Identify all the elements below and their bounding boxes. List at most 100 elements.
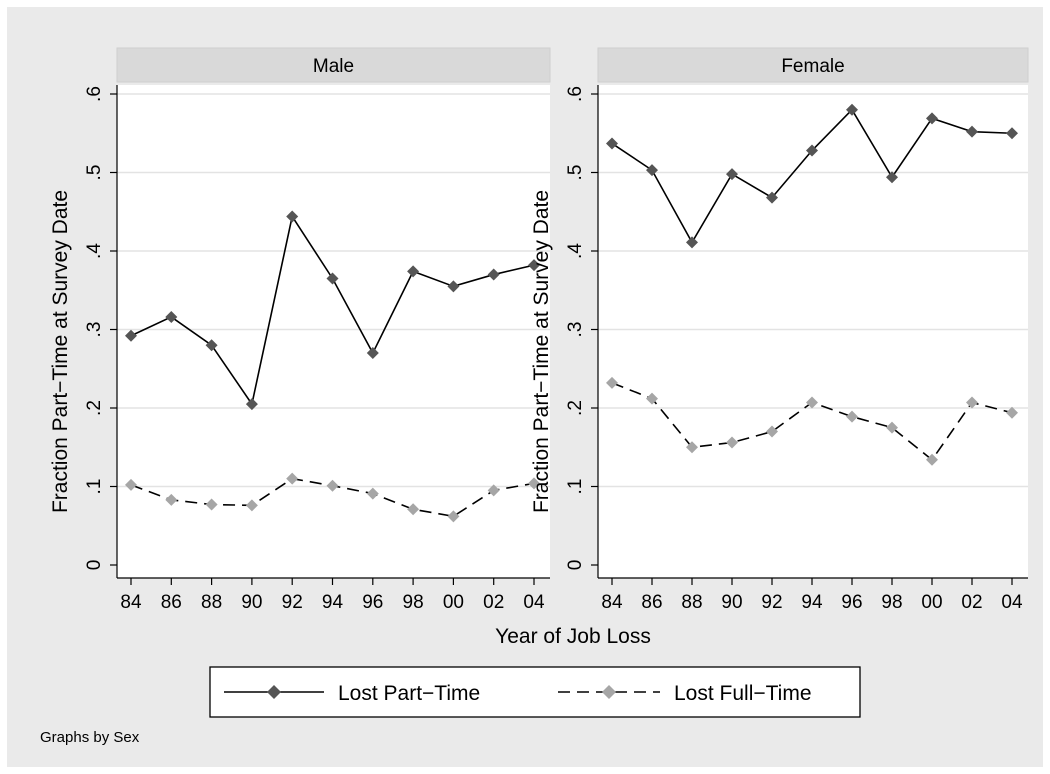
x-tick-label: 94 <box>801 592 823 613</box>
x-tick-label: 92 <box>761 592 782 613</box>
legend-label: Lost Part−Time <box>338 682 480 705</box>
data-point <box>806 396 818 409</box>
x-tick-label: 02 <box>483 592 504 613</box>
data-point <box>245 499 258 512</box>
x-tick-label: 86 <box>641 592 662 613</box>
y-tick-label: 0 <box>84 560 105 571</box>
graphs-by-note: Graphs by Sex <box>40 729 140 746</box>
data-point <box>886 421 898 434</box>
y-tick-label: .4 <box>84 243 105 259</box>
data-point <box>447 280 460 293</box>
data-point <box>125 329 137 342</box>
data-point <box>326 479 339 492</box>
data-point <box>326 272 339 285</box>
panel-strip <box>116 47 551 83</box>
data-point <box>606 376 618 389</box>
data-point <box>245 398 258 411</box>
data-point <box>366 487 379 500</box>
data-point <box>407 503 420 516</box>
data-point <box>205 339 218 352</box>
data-point <box>286 210 299 223</box>
y-tick-label: .4 <box>565 243 586 259</box>
data-point <box>286 472 299 485</box>
data-point <box>926 112 938 125</box>
y-tick-label: .6 <box>84 86 105 102</box>
x-tick-label: 02 <box>961 592 982 613</box>
y-tick-label: 0 <box>565 560 586 571</box>
data-point <box>528 259 540 272</box>
data-point <box>447 510 460 523</box>
x-tick-label: 92 <box>282 592 303 613</box>
data-point <box>646 164 658 177</box>
x-tick-label: 98 <box>403 592 424 613</box>
x-tick-label: 88 <box>681 592 702 613</box>
y-tick-label: .5 <box>565 165 586 181</box>
y-tick-label: .6 <box>565 86 586 102</box>
panel-female: Female 0 .1 .2 .3 .4 .5 .6 Fraction Part−Time at… <box>530 47 1029 613</box>
panel-male: Male 0 .1 .2 .3 .4 .5 .6 Fraction Part−Time at S… <box>49 47 551 613</box>
data-point <box>846 103 858 116</box>
data-point <box>1006 406 1018 419</box>
y-axis-title: Fraction Part−Time at Survey Date <box>49 190 72 513</box>
data-point <box>487 268 500 281</box>
data-point <box>165 310 178 323</box>
data-point <box>366 347 379 360</box>
x-axis-title: Year of Job Loss <box>495 625 651 648</box>
legend: Lost Part−Time Lost Full−Time <box>209 666 861 718</box>
y-tick-label: .1 <box>84 479 105 495</box>
panels: Male 0 .1 .2 .3 .4 .5 .6 Fraction Part−Time at S… <box>49 47 1029 613</box>
data-point <box>165 493 178 506</box>
x-tick-label: 00 <box>443 592 464 613</box>
x-tick-label: 96 <box>362 592 383 613</box>
x-tick-label: 84 <box>120 592 142 613</box>
data-point <box>726 436 738 449</box>
legend-marker <box>602 685 616 699</box>
data-point <box>886 171 898 184</box>
y-tick-label: .2 <box>84 400 105 416</box>
legend-label: Lost Full−Time <box>674 682 812 705</box>
panel-strip <box>597 47 1029 83</box>
plot-region <box>117 85 550 578</box>
y-tick-label: .1 <box>565 479 586 495</box>
x-tick-label: 04 <box>523 592 545 613</box>
legend-marker <box>267 685 281 699</box>
x-tick-label: 90 <box>721 592 742 613</box>
data-point <box>846 410 858 423</box>
panel-title: Male <box>313 56 354 77</box>
data-point <box>205 498 218 511</box>
data-point <box>766 191 778 204</box>
data-point <box>125 478 137 491</box>
plot-region <box>598 85 1028 578</box>
x-tick-label: 84 <box>601 592 623 613</box>
y-tick-label: .3 <box>565 322 586 338</box>
legend-box <box>209 666 861 718</box>
x-tick-label: 88 <box>201 592 222 613</box>
data-point <box>1006 127 1018 140</box>
data-point <box>966 125 978 138</box>
x-tick-label: 04 <box>1001 592 1023 613</box>
x-tick-label: 96 <box>841 592 862 613</box>
x-tick-label: 98 <box>881 592 902 613</box>
data-point <box>726 168 738 181</box>
x-tick-label: 00 <box>921 592 942 613</box>
data-point <box>966 396 978 409</box>
data-point <box>926 453 938 466</box>
data-point <box>487 484 500 497</box>
y-tick-label: .5 <box>84 165 105 181</box>
data-point <box>646 392 658 405</box>
x-tick-label: 94 <box>322 592 344 613</box>
y-tick-label: .2 <box>565 400 586 416</box>
data-point <box>766 425 778 438</box>
data-point <box>407 265 420 278</box>
y-tick-label: .3 <box>84 322 105 338</box>
y-axis-title: Fraction Part−Time at Survey Date <box>530 190 553 513</box>
x-tick-label: 86 <box>161 592 182 613</box>
data-point <box>686 236 698 249</box>
data-point <box>686 441 698 454</box>
data-point <box>606 137 618 150</box>
data-point <box>528 477 540 490</box>
panel-title: Female <box>781 56 844 77</box>
x-tick-label: 90 <box>241 592 262 613</box>
data-point <box>806 144 818 157</box>
